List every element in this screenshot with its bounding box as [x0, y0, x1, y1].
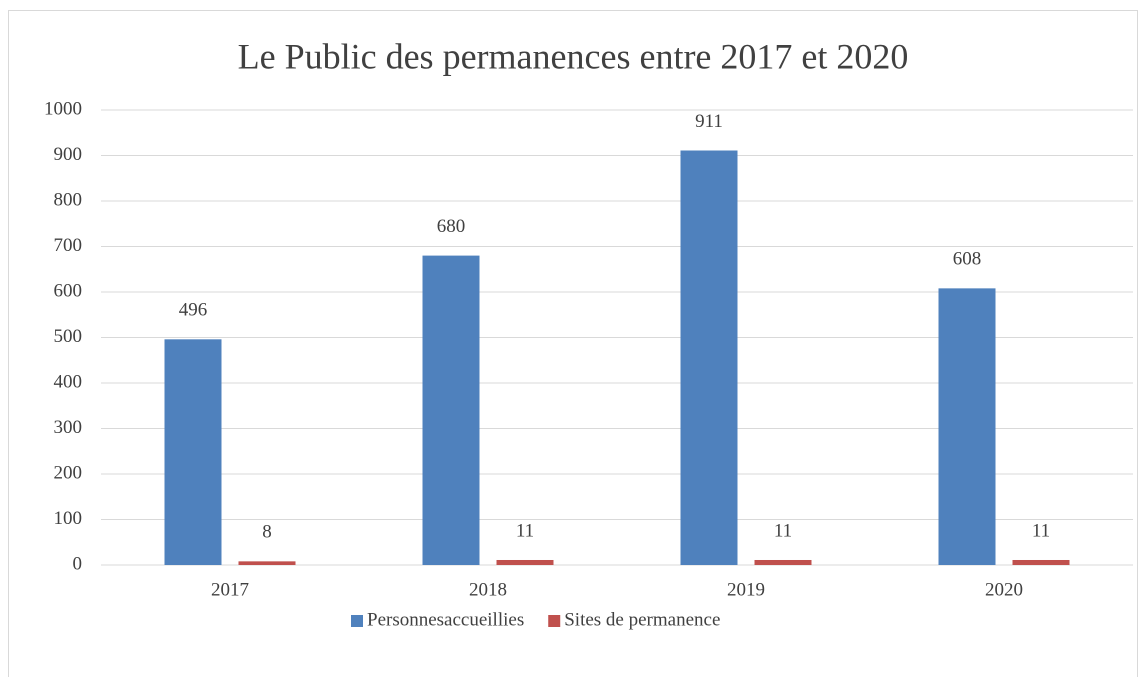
- bar: [238, 561, 296, 565]
- bar: [422, 255, 480, 565]
- y-tick-label: 200: [54, 462, 83, 483]
- chart-title: Le Public des permanences entre 2017 et …: [238, 36, 909, 76]
- data-label: 11: [1032, 520, 1050, 541]
- data-label: 8: [262, 522, 272, 543]
- x-tick-label: 2019: [727, 579, 765, 600]
- bar: [496, 559, 554, 565]
- y-tick-label: 700: [54, 235, 83, 256]
- x-tick-label: 2020: [985, 579, 1023, 600]
- y-tick-label: 100: [54, 508, 83, 529]
- data-label: 608: [953, 249, 982, 270]
- y-tick-label: 900: [54, 144, 83, 165]
- bar: [754, 559, 812, 565]
- y-tick-label: 0: [73, 553, 83, 574]
- y-tick-label: 600: [54, 280, 83, 301]
- data-label: 680: [437, 216, 466, 237]
- data-label: 911: [695, 111, 723, 132]
- legend-label: Sites de permanence: [564, 609, 720, 630]
- y-tick-label: 800: [54, 189, 83, 210]
- legend-swatch: [548, 615, 561, 627]
- bar: [1012, 559, 1070, 565]
- bar: [680, 150, 738, 565]
- x-tick-label: 2018: [469, 579, 507, 600]
- legend-label: Personnesaccueillies: [367, 609, 524, 630]
- legend-swatch: [351, 615, 363, 627]
- data-label: 11: [774, 520, 792, 541]
- bar: [164, 339, 222, 565]
- bar: [938, 288, 996, 565]
- x-tick-label: 2017: [211, 579, 249, 600]
- y-tick-label: 400: [54, 371, 83, 392]
- data-label: 11: [516, 520, 534, 541]
- y-tick-label: 500: [54, 326, 83, 347]
- y-tick-label: 1000: [44, 98, 82, 119]
- y-tick-label: 300: [54, 417, 83, 438]
- data-label: 496: [179, 300, 208, 321]
